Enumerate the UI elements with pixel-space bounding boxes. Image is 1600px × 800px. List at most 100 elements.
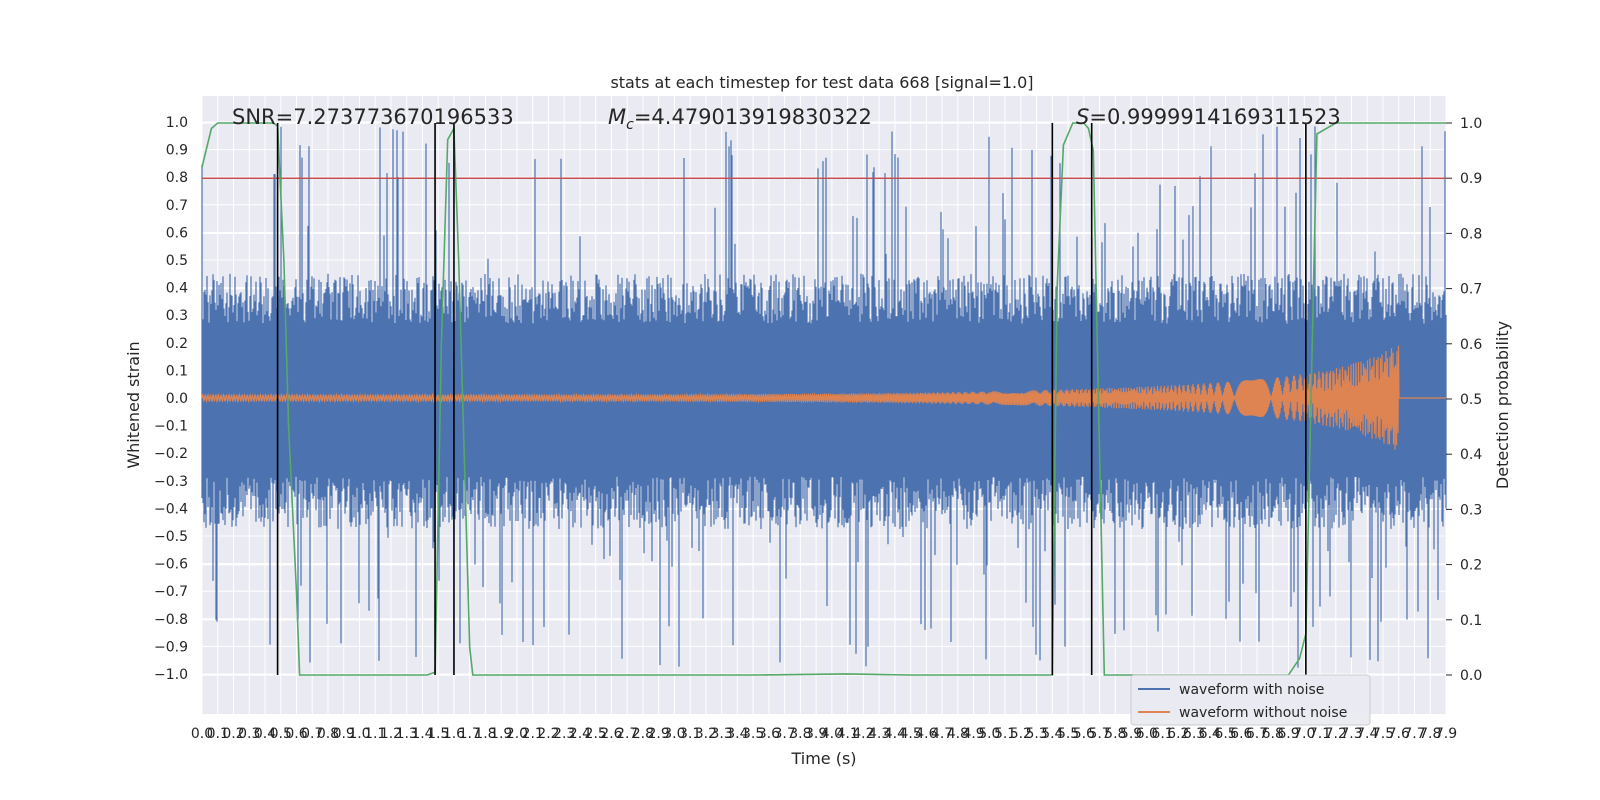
x-tick-label: 6.1 bbox=[1151, 726, 1173, 742]
x-tick-label: 7.1 bbox=[1309, 726, 1331, 742]
y-tick-label-right: 0.1 bbox=[1460, 613, 1482, 629]
y-tick-label-left: −0.3 bbox=[154, 474, 188, 490]
legend-box bbox=[1130, 674, 1371, 726]
x-tick-label: 1.3 bbox=[396, 726, 418, 742]
x-tick-label: 1.0 bbox=[348, 726, 370, 742]
x-tick-label: 6.0 bbox=[1136, 726, 1158, 742]
x-tick-label: 7.8 bbox=[1419, 726, 1441, 742]
x-tick-label: 4.4 bbox=[884, 726, 906, 742]
x-tick-label: 2.9 bbox=[648, 726, 670, 742]
y-tick-label-right: 0.5 bbox=[1460, 392, 1482, 408]
legend-label-noise: waveform with noise bbox=[1179, 682, 1324, 698]
x-tick-label: 5.0 bbox=[978, 726, 1000, 742]
y-tick-label-left: −0.9 bbox=[154, 639, 188, 655]
y-tick-label-left: 0.6 bbox=[166, 225, 188, 241]
x-tick-label: 7.5 bbox=[1372, 726, 1394, 742]
x-tick-label: 5.5 bbox=[1057, 726, 1079, 742]
x-tick-label: 1.9 bbox=[490, 726, 512, 742]
x-tick-label: 6.2 bbox=[1167, 726, 1189, 742]
y-tick-label-left: −0.4 bbox=[154, 501, 188, 517]
x-tick-label: 1.2 bbox=[380, 726, 402, 742]
statistic-annotation: S=0.9999914169311523 bbox=[1076, 105, 1341, 129]
y-tick-label-left: −0.8 bbox=[154, 612, 188, 628]
x-tick-label: 3.9 bbox=[805, 726, 827, 742]
x-tick-label: 7.7 bbox=[1403, 726, 1425, 742]
y-tick-label-right: 0.6 bbox=[1460, 337, 1482, 353]
x-tick-label: 4.6 bbox=[915, 726, 937, 742]
y-tick-label-right: 0.9 bbox=[1460, 171, 1482, 187]
x-tick-label: 3.3 bbox=[711, 726, 733, 742]
x-tick-label: 1.6 bbox=[443, 726, 465, 742]
x-tick-label: 6.4 bbox=[1199, 726, 1221, 742]
x-tick-label: 3.4 bbox=[726, 726, 748, 742]
x-tick-label: 4.1 bbox=[836, 726, 858, 742]
x-tick-label: 7.4 bbox=[1356, 726, 1378, 742]
x-tick-label: 6.7 bbox=[1246, 726, 1268, 742]
y-tick-label-left: 0.1 bbox=[166, 363, 188, 379]
x-tick-label: 4.0 bbox=[821, 726, 843, 742]
x-tick-label: 4.2 bbox=[852, 726, 874, 742]
chart-title: stats at each timestep for test data 668… bbox=[610, 73, 1033, 92]
x-tick-label: 0.8 bbox=[317, 726, 339, 742]
y-tick-label-left: 0.8 bbox=[166, 170, 188, 186]
y-tick-label-right: 0.7 bbox=[1460, 282, 1482, 298]
x-tick-label: 4.5 bbox=[899, 726, 921, 742]
legend-label-clean: waveform without noise bbox=[1179, 705, 1347, 721]
series-waveform-without-noise bbox=[201, 345, 1446, 450]
x-tick-label: 0.5 bbox=[270, 726, 292, 742]
y-tick-label-left: 0.9 bbox=[166, 143, 188, 159]
x-tick-label: 5.8 bbox=[1104, 726, 1126, 742]
x-tick-label: 0.7 bbox=[301, 726, 323, 742]
x-tick-label: 6.8 bbox=[1262, 726, 1284, 742]
y-tick-label-left: −0.1 bbox=[154, 419, 188, 435]
y-tick-label-left: −0.7 bbox=[154, 584, 188, 600]
y-tick-label-left: 0.5 bbox=[166, 253, 188, 269]
y-axis-label-right: Detection probability bbox=[1493, 321, 1512, 489]
x-tick-label: 5.6 bbox=[1073, 726, 1095, 742]
x-tick-labels: 0.00.10.20.30.40.50.60.70.80.91.01.11.21… bbox=[191, 726, 1457, 742]
x-tick-label: 6.9 bbox=[1277, 726, 1299, 742]
x-tick-label: 4.7 bbox=[931, 726, 953, 742]
y-tick-label-right: 0.8 bbox=[1460, 226, 1482, 242]
x-tick-label: 2.1 bbox=[522, 726, 544, 742]
x-tick-label: 3.8 bbox=[789, 726, 811, 742]
x-tick-label: 5.4 bbox=[1041, 726, 1063, 742]
x-tick-label: 4.8 bbox=[947, 726, 969, 742]
x-tick-label: 2.2 bbox=[537, 726, 559, 742]
y-tick-label-left: −0.6 bbox=[154, 557, 188, 573]
y-tick-label-left: −0.5 bbox=[154, 529, 188, 545]
y-tick-label-left: 0.4 bbox=[166, 281, 188, 297]
y-tick-labels-right: 1.0 0.9 0.8 0.7 0.6 0.5 0.4 0.3 0.2 0.1 0.0 bbox=[1446, 116, 1482, 684]
x-tick-label: 5.2 bbox=[1010, 726, 1032, 742]
x-tick-label: 1.4 bbox=[411, 726, 433, 742]
x-tick-label: 7.0 bbox=[1293, 726, 1315, 742]
y-axis-label-left: Whitened strain bbox=[124, 341, 143, 468]
x-tick-label: 6.6 bbox=[1230, 726, 1252, 742]
x-tick-label: 3.7 bbox=[774, 726, 796, 742]
x-tick-label: 2.8 bbox=[632, 726, 654, 742]
x-tick-label: 5.9 bbox=[1120, 726, 1142, 742]
snr-annotation: SNR=7.273773670196533 bbox=[232, 105, 514, 129]
x-tick-label: 3.6 bbox=[758, 726, 780, 742]
x-tick-label: 1.8 bbox=[474, 726, 496, 742]
clean-trace bbox=[201, 345, 1446, 450]
x-tick-label: 2.7 bbox=[616, 726, 638, 742]
y-tick-label-right: 0.4 bbox=[1460, 447, 1482, 463]
x-tick-label: 2.0 bbox=[506, 726, 528, 742]
y-tick-label-right: 0.0 bbox=[1460, 668, 1482, 684]
x-axis-label: Time (s) bbox=[790, 749, 856, 768]
x-tick-label: 2.6 bbox=[600, 726, 622, 742]
x-tick-label: 5.7 bbox=[1088, 726, 1110, 742]
y-tick-label-left: 0.7 bbox=[166, 198, 188, 214]
x-tick-label: 0.9 bbox=[333, 726, 355, 742]
x-tick-label: 1.7 bbox=[459, 726, 481, 742]
y-tick-label-left: 0.3 bbox=[166, 308, 188, 324]
x-tick-label: 4.3 bbox=[868, 726, 890, 742]
vertical-markers bbox=[276, 123, 1307, 675]
x-tick-label: 0.3 bbox=[238, 726, 260, 742]
x-tick-label: 7.2 bbox=[1325, 726, 1347, 742]
x-tick-label: 3.1 bbox=[679, 726, 701, 742]
x-tick-label: 3.5 bbox=[742, 726, 764, 742]
x-tick-label: 7.3 bbox=[1340, 726, 1362, 742]
